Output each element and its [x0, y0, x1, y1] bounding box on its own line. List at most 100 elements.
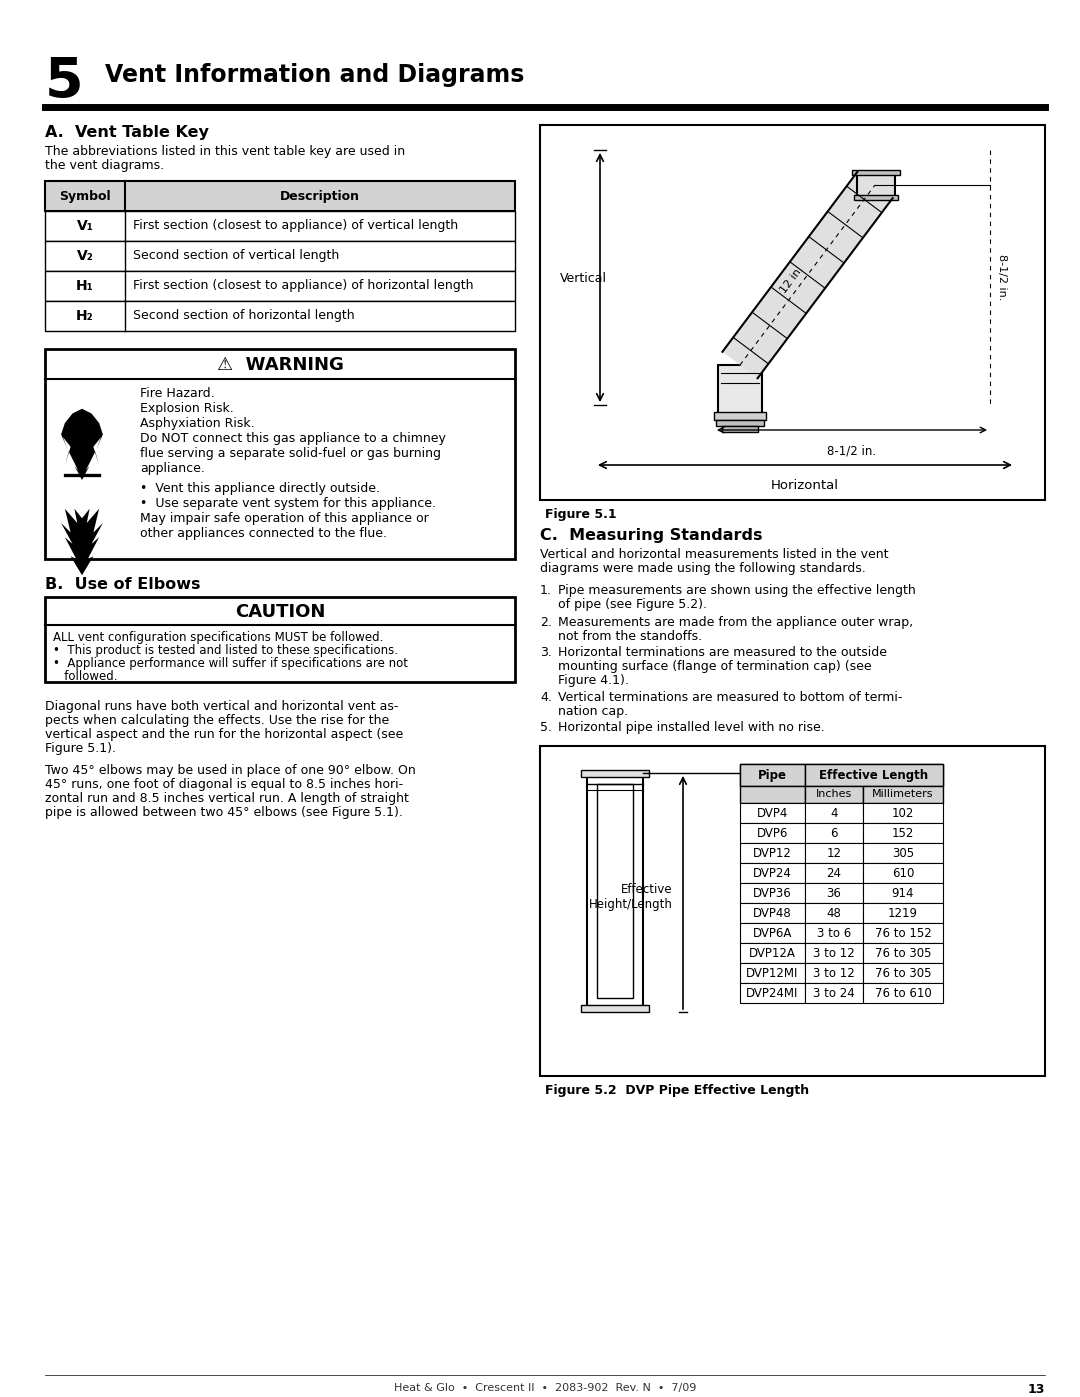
- Bar: [740, 983, 805, 1003]
- Polygon shape: [62, 409, 103, 481]
- Bar: [863, 823, 943, 842]
- Text: 8-1/2 in.: 8-1/2 in.: [997, 254, 1007, 300]
- Text: DVP4: DVP4: [757, 807, 788, 820]
- Text: Description: Description: [280, 190, 360, 203]
- Text: Vertical terminations are measured to bottom of termi-: Vertical terminations are measured to bo…: [558, 692, 903, 704]
- Text: Diagonal runs have both vertical and horizontal vent as-: Diagonal runs have both vertical and hor…: [45, 700, 399, 712]
- Bar: [805, 823, 863, 842]
- Text: Pipe: Pipe: [758, 768, 787, 782]
- Text: V₁: V₁: [77, 219, 94, 233]
- Bar: [45, 271, 515, 300]
- Text: Vertical and horizontal measurements listed in the vent: Vertical and horizontal measurements lis…: [540, 548, 889, 562]
- Bar: [863, 943, 943, 963]
- Text: 76 to 152: 76 to 152: [875, 928, 931, 940]
- Bar: [740, 787, 805, 803]
- Text: 36: 36: [826, 887, 841, 900]
- Text: Inches: Inches: [815, 789, 852, 799]
- Text: Symbol: Symbol: [59, 190, 111, 203]
- Text: 45° runs, one foot of diagonal is equal to 8.5 inches hori-: 45° runs, one foot of diagonal is equal …: [45, 778, 403, 791]
- Bar: [740, 883, 805, 902]
- Text: Millimeters: Millimeters: [873, 789, 934, 799]
- Bar: [854, 196, 897, 200]
- Text: 152: 152: [892, 827, 914, 840]
- Text: 76 to 305: 76 to 305: [875, 967, 931, 981]
- Bar: [805, 963, 863, 983]
- Text: 6: 6: [831, 827, 838, 840]
- Text: DVP12MI: DVP12MI: [746, 967, 799, 981]
- Text: Second section of vertical length: Second section of vertical length: [133, 249, 339, 263]
- Text: H₁: H₁: [76, 279, 94, 293]
- Bar: [540, 746, 1045, 1076]
- Text: pipe is allowed between two 45° elbows (see Figure 5.1).: pipe is allowed between two 45° elbows (…: [45, 806, 403, 819]
- Bar: [45, 211, 515, 242]
- Text: 4.: 4.: [540, 692, 552, 704]
- Polygon shape: [62, 509, 103, 576]
- Text: Second section of horizontal length: Second section of horizontal length: [133, 309, 354, 321]
- Text: 76 to 610: 76 to 610: [875, 988, 931, 1000]
- Bar: [863, 983, 943, 1003]
- Text: zontal run and 8.5 inches vertical run. A length of straight: zontal run and 8.5 inches vertical run. …: [45, 792, 409, 805]
- Text: vertical aspect and the run for the horizontal aspect (see: vertical aspect and the run for the hori…: [45, 728, 403, 740]
- Text: 24: 24: [826, 868, 841, 880]
- Bar: [805, 943, 863, 963]
- Text: 5: 5: [45, 54, 83, 109]
- Bar: [863, 963, 943, 983]
- Text: ⚠  WARNING: ⚠ WARNING: [217, 356, 343, 374]
- Text: DVP12: DVP12: [753, 847, 792, 861]
- Bar: [863, 842, 943, 863]
- Bar: [863, 902, 943, 923]
- Text: 12: 12: [826, 847, 841, 861]
- Bar: [740, 863, 805, 883]
- Bar: [805, 983, 863, 1003]
- Bar: [723, 426, 758, 432]
- Bar: [714, 412, 766, 420]
- Bar: [45, 300, 515, 331]
- Text: May impair safe operation of this appliance or: May impair safe operation of this applia…: [140, 511, 429, 525]
- Text: diagrams were made using the following standards.: diagrams were made using the following s…: [540, 562, 866, 576]
- Text: 3 to 12: 3 to 12: [813, 947, 855, 960]
- Text: 8-1/2 in.: 8-1/2 in.: [827, 444, 877, 457]
- Bar: [863, 803, 943, 823]
- Bar: [740, 943, 805, 963]
- Text: 610: 610: [892, 868, 914, 880]
- Text: DVP24: DVP24: [753, 868, 792, 880]
- Text: •  Use separate vent system for this appliance.: • Use separate vent system for this appl…: [140, 497, 436, 510]
- Text: Figure 5.1).: Figure 5.1).: [45, 742, 116, 754]
- Text: The abbreviations listed in this vent table key are used in: The abbreviations listed in this vent ta…: [45, 145, 405, 158]
- Text: DVP24MI: DVP24MI: [746, 988, 799, 1000]
- Text: Height/Length: Height/Length: [589, 898, 673, 911]
- Text: Effective: Effective: [621, 883, 673, 895]
- Text: 914: 914: [892, 887, 915, 900]
- Bar: [597, 784, 633, 997]
- Text: •  Appliance performance will suffer if specifications are not: • Appliance performance will suffer if s…: [53, 657, 408, 671]
- Text: First section (closest to appliance) of vertical length: First section (closest to appliance) of …: [133, 219, 458, 232]
- Text: Explosion Risk.: Explosion Risk.: [140, 402, 233, 415]
- Bar: [863, 787, 943, 803]
- Text: Figure 4.1).: Figure 4.1).: [558, 673, 629, 687]
- Text: Heat & Glo  •  Crescent II  •  2083-902  Rev. N  •  7/09: Heat & Glo • Crescent II • 2083-902 Rev.…: [394, 1383, 697, 1393]
- Text: Horizontal terminations are measured to the outside: Horizontal terminations are measured to …: [558, 645, 887, 659]
- Text: Vent Information and Diagrams: Vent Information and Diagrams: [105, 63, 525, 87]
- Text: 102: 102: [892, 807, 914, 820]
- Bar: [805, 923, 863, 943]
- Bar: [45, 242, 515, 271]
- Text: •  Vent this appliance directly outside.: • Vent this appliance directly outside.: [140, 482, 380, 495]
- Text: Horizontal pipe installed level with no rise.: Horizontal pipe installed level with no …: [558, 721, 825, 733]
- Bar: [716, 420, 764, 426]
- Text: 48: 48: [826, 907, 841, 921]
- Bar: [805, 842, 863, 863]
- Bar: [740, 923, 805, 943]
- Text: not from the standoffs.: not from the standoffs.: [558, 630, 702, 643]
- Text: DVP48: DVP48: [753, 907, 792, 921]
- Bar: [718, 365, 762, 420]
- Bar: [740, 764, 943, 787]
- Text: 76 to 305: 76 to 305: [875, 947, 931, 960]
- Text: Horizontal: Horizontal: [771, 479, 839, 492]
- Bar: [740, 963, 805, 983]
- Text: nation cap.: nation cap.: [558, 705, 629, 718]
- Text: of pipe (see Figure 5.2).: of pipe (see Figure 5.2).: [558, 598, 707, 610]
- Text: appliance.: appliance.: [140, 462, 205, 475]
- Text: 2.: 2.: [540, 616, 552, 629]
- Text: 1.: 1.: [540, 584, 552, 597]
- Text: followed.: followed.: [53, 671, 118, 683]
